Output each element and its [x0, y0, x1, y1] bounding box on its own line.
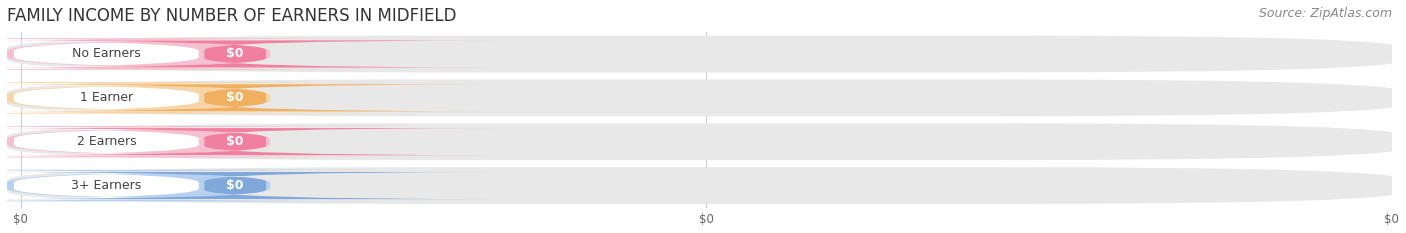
FancyBboxPatch shape: [0, 172, 506, 199]
Text: FAMILY INCOME BY NUMBER OF EARNERS IN MIDFIELD: FAMILY INCOME BY NUMBER OF EARNERS IN MI…: [7, 7, 457, 25]
FancyBboxPatch shape: [7, 36, 1406, 72]
Text: 2 Earners: 2 Earners: [76, 135, 136, 148]
Text: $0: $0: [226, 91, 245, 104]
FancyBboxPatch shape: [0, 128, 506, 155]
FancyBboxPatch shape: [0, 84, 357, 112]
FancyBboxPatch shape: [0, 40, 506, 68]
FancyBboxPatch shape: [0, 126, 418, 158]
FancyBboxPatch shape: [0, 171, 357, 200]
Text: No Earners: No Earners: [72, 48, 141, 61]
FancyBboxPatch shape: [7, 79, 1406, 116]
Text: $0: $0: [226, 135, 245, 148]
FancyBboxPatch shape: [0, 38, 418, 70]
Text: $0: $0: [226, 179, 245, 192]
FancyBboxPatch shape: [0, 170, 418, 201]
FancyBboxPatch shape: [0, 84, 506, 111]
Text: 1 Earner: 1 Earner: [80, 91, 134, 104]
Text: 3+ Earners: 3+ Earners: [72, 179, 142, 192]
FancyBboxPatch shape: [7, 167, 1406, 204]
FancyBboxPatch shape: [0, 128, 357, 156]
Text: Source: ZipAtlas.com: Source: ZipAtlas.com: [1258, 7, 1392, 20]
Text: $0: $0: [226, 48, 245, 61]
FancyBboxPatch shape: [0, 40, 357, 68]
FancyBboxPatch shape: [0, 82, 418, 114]
FancyBboxPatch shape: [7, 123, 1406, 160]
